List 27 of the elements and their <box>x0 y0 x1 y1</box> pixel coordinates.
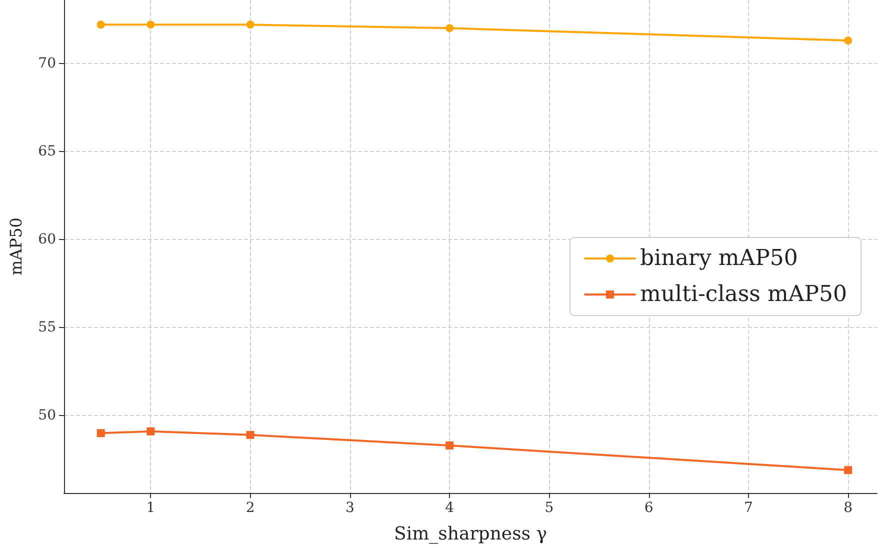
point <box>446 441 454 450</box>
point <box>246 430 254 439</box>
point <box>844 36 852 44</box>
legend-label: multi-class mAP50 <box>640 282 848 307</box>
y-tick-label: 65 <box>38 143 56 160</box>
x-tick-label: 2 <box>246 500 255 516</box>
x-tick-label: 6 <box>644 500 654 516</box>
x-tick-label: 4 <box>445 500 454 516</box>
point <box>246 20 254 29</box>
y-tick-label: 55 <box>38 319 56 336</box>
point <box>146 20 155 29</box>
point <box>146 427 155 436</box>
x-tick-label: 7 <box>744 500 753 516</box>
y-tick-label: 50 <box>38 408 56 424</box>
x-axis-title: Sim_sharpness γ <box>394 524 548 544</box>
legend-label: binary mAP50 <box>640 246 798 271</box>
point <box>96 20 105 29</box>
x-tick-label: 5 <box>544 500 554 516</box>
y-tick-label: 70 <box>38 55 56 72</box>
y-axis-title: mAP50 <box>6 218 26 276</box>
x-tick-label: 3 <box>345 500 354 516</box>
point <box>446 24 454 32</box>
point <box>844 466 852 474</box>
y-tick-label: 60 <box>38 231 56 248</box>
point <box>96 429 105 438</box>
x-tick-label: 8 <box>844 500 853 516</box>
x-tick-label: 1 <box>146 500 156 516</box>
